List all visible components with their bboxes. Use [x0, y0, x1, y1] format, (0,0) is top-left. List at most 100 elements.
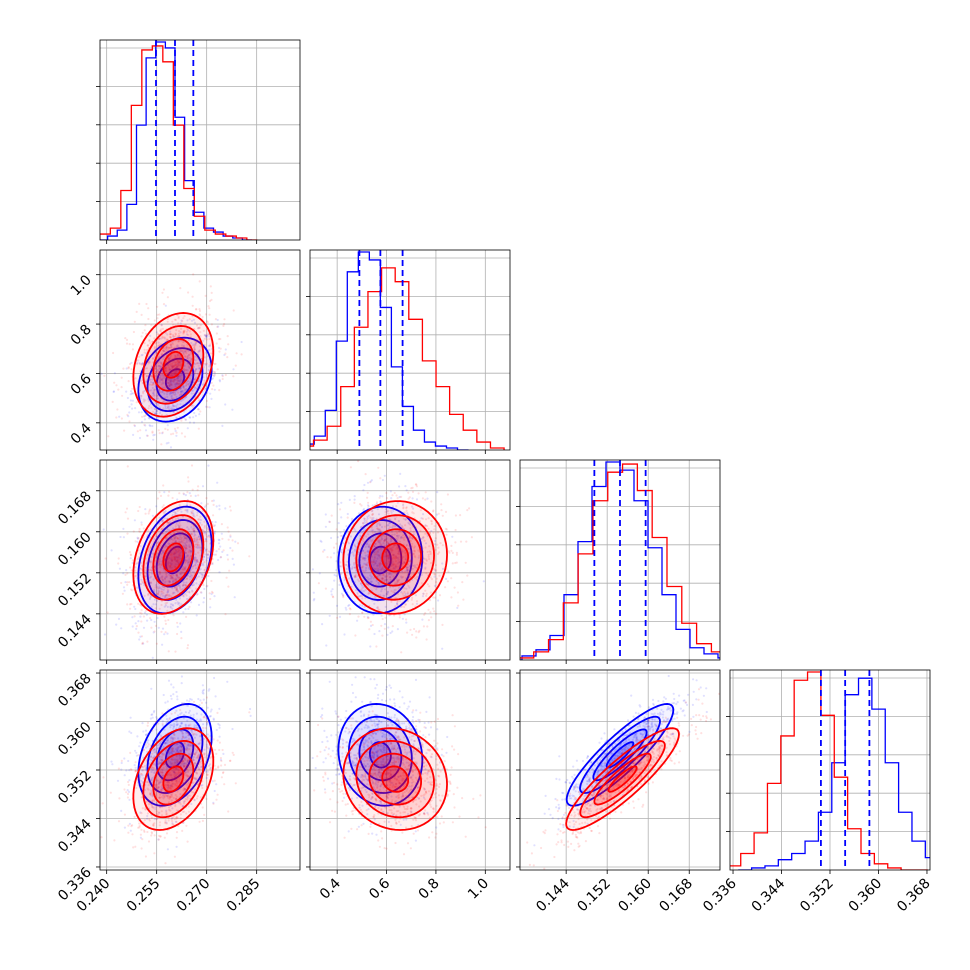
scatter-point [135, 586, 139, 589]
scatter-point [417, 572, 420, 575]
y-tick-label: 1.0 [68, 272, 95, 299]
scatter-point [128, 730, 131, 733]
scatter-point [408, 535, 411, 538]
scatter-point [134, 749, 137, 752]
scatter-point [197, 535, 201, 538]
scatter-point [156, 397, 159, 400]
scatter-point [391, 557, 394, 560]
scatter-point [176, 621, 179, 624]
scatter-point [391, 537, 394, 540]
scatter-point [174, 586, 177, 589]
scatter-point [186, 508, 189, 512]
scatter-point [176, 750, 179, 753]
scatter-point [148, 510, 151, 513]
scatter-point [353, 495, 356, 498]
scatter-point [193, 345, 196, 349]
scatter-point [209, 548, 213, 551]
scatter-point [399, 523, 402, 526]
scatter-point [413, 545, 416, 548]
scatter-point [204, 531, 207, 534]
scatter-point [139, 396, 142, 400]
scatter-point [173, 537, 177, 540]
scatter-point [196, 546, 199, 549]
scatter-point [162, 797, 165, 800]
scatter-point [165, 360, 168, 364]
scatter-point [164, 602, 167, 605]
scatter-point [138, 355, 141, 358]
scatter-point [232, 375, 235, 378]
scatter-point [170, 556, 173, 559]
scatter-point [141, 641, 144, 645]
scatter-point [190, 729, 193, 732]
scatter-point [362, 509, 365, 512]
scatter-point [159, 762, 162, 765]
scatter-point [357, 580, 361, 583]
scatter-point [193, 529, 196, 532]
scatter-point [134, 622, 137, 625]
scatter-point [174, 797, 177, 801]
scatter-point [202, 729, 205, 732]
scatter-point [193, 524, 196, 527]
scatter-point [224, 352, 227, 355]
scatter-point [389, 547, 392, 551]
scatter-point [187, 558, 191, 561]
scatter-point [157, 763, 160, 766]
scatter-point [367, 583, 370, 586]
scatter-point [240, 340, 243, 344]
scatter-point [428, 550, 431, 553]
scatter-point [418, 520, 421, 523]
scatter-point [169, 330, 172, 333]
scatter-point [354, 573, 357, 577]
scatter-point [380, 567, 384, 570]
scatter-point [180, 392, 183, 395]
scatter-point [175, 539, 178, 543]
scatter-point [177, 383, 180, 386]
scatter-point [172, 432, 175, 435]
scatter-point [175, 550, 179, 553]
scatter-point [369, 620, 372, 623]
scatter-point [184, 532, 187, 535]
scatter-point [370, 521, 373, 524]
scatter-point [179, 363, 182, 366]
scatter-point [148, 361, 151, 364]
scatter-point [453, 586, 456, 589]
scatter-point [216, 325, 219, 328]
scatter-point [412, 552, 416, 555]
scatter-point [155, 538, 158, 541]
scatter-point [160, 563, 163, 566]
scatter-point [165, 795, 168, 798]
scatter-point [169, 520, 172, 523]
scatter-point [178, 554, 181, 557]
scatter-point [226, 680, 229, 683]
scatter-point [153, 540, 156, 543]
scatter-point [192, 507, 195, 510]
scatter-point [151, 713, 154, 716]
scatter-point [174, 557, 177, 561]
scatter-point [192, 716, 195, 719]
scatter-point [172, 534, 176, 537]
scatter-point [400, 524, 403, 528]
scatter-point [176, 559, 179, 562]
scatter-point [161, 590, 164, 593]
scatter-point [176, 369, 179, 372]
scatter-point [129, 553, 132, 556]
scatter-point [420, 573, 423, 577]
scatter-point [173, 578, 176, 581]
scatter-point [180, 738, 184, 741]
scatter-point [379, 500, 382, 503]
scatter-point [226, 526, 229, 529]
scatter-point [205, 390, 208, 393]
scatter-point [373, 602, 376, 605]
scatter-point [177, 746, 180, 749]
scatter-point [423, 557, 426, 560]
scatter-point [347, 542, 351, 545]
scatter-point [418, 537, 421, 540]
scatter-point [412, 507, 415, 510]
scatter-point [209, 352, 213, 355]
scatter-point [120, 761, 123, 765]
scatter-point [388, 572, 391, 575]
scatter-point [159, 374, 162, 377]
scatter-point [369, 574, 372, 577]
scatter-point [162, 594, 165, 598]
scatter-point [169, 575, 172, 578]
